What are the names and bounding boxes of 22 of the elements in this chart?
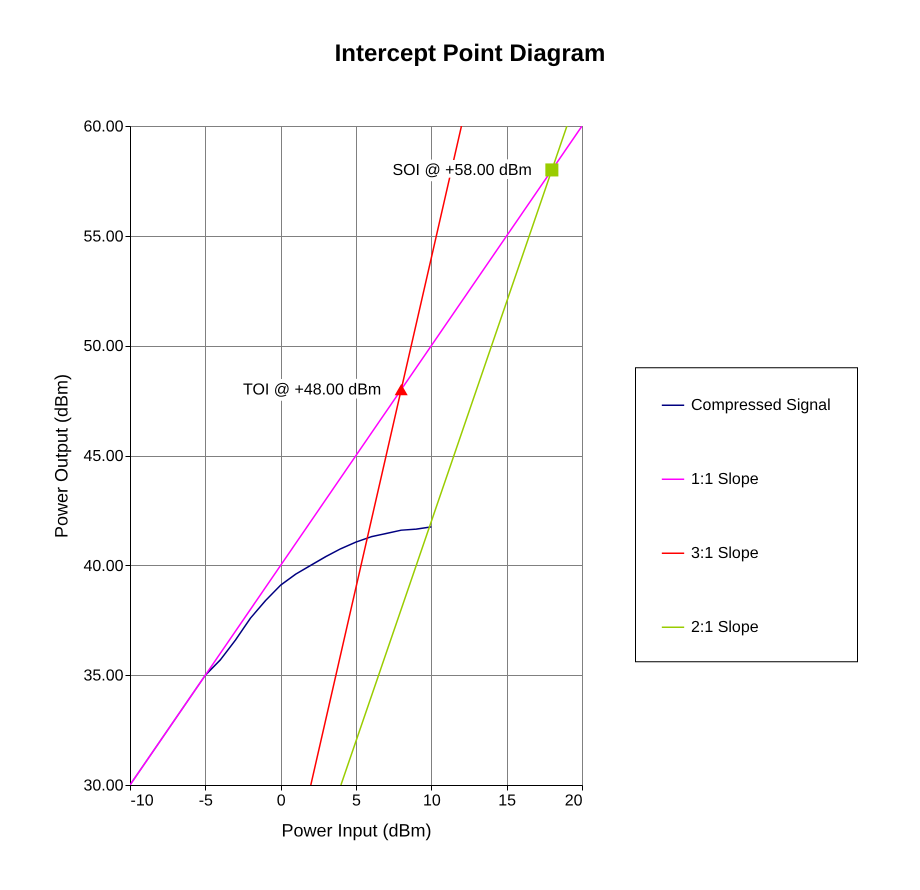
x-tick-label: 10 bbox=[422, 792, 441, 810]
x-tick-label: 0 bbox=[276, 792, 286, 810]
chart-title: Intercept Point Diagram bbox=[334, 40, 606, 67]
y-tick-label: 60.00 bbox=[83, 118, 124, 136]
annotation: TOI @ +48.00 dBm bbox=[242, 382, 382, 399]
x-tick-label: -5 bbox=[198, 792, 214, 810]
y-tick-label: 50.00 bbox=[83, 338, 124, 356]
y-tick-label: 30.00 bbox=[83, 778, 124, 794]
x-axis-title: Power Input (dBm) bbox=[281, 820, 432, 840]
y-axis-title: Power Output (dBm) bbox=[51, 374, 72, 538]
x-tick-label: 15 bbox=[498, 792, 516, 810]
legend-label: Compressed Signal bbox=[691, 397, 831, 414]
x-tick-label: -10 bbox=[130, 792, 154, 810]
y-tick-label: 45.00 bbox=[83, 448, 124, 465]
legend-label: 1:1 Slope bbox=[691, 471, 759, 488]
y-tick-label: 40.00 bbox=[83, 558, 124, 575]
y-tick-label: 55.00 bbox=[83, 228, 124, 246]
x-tick-label: 5 bbox=[352, 792, 362, 810]
x-tick-label: 20 bbox=[564, 792, 583, 810]
legend-label: 3:1 Slope bbox=[691, 545, 759, 562]
legend-label: 2:1 Slope bbox=[691, 619, 759, 636]
y-tick-label: 35.00 bbox=[83, 668, 124, 685]
